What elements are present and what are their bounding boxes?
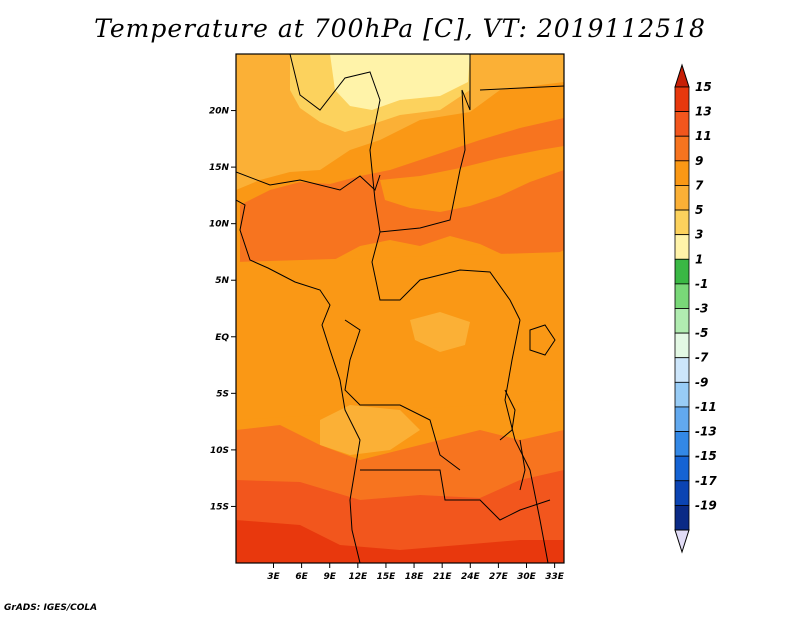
colorbar-swatch — [674, 283, 690, 309]
field-band-15-south — [236, 520, 564, 563]
colorbar-swatch — [674, 504, 690, 531]
lon-tick-label: 3E — [267, 572, 280, 582]
colorbar-bottom-arrow — [674, 529, 690, 554]
colorbar-label: -11 — [695, 400, 717, 414]
lat-tick-label: 15N — [209, 163, 230, 173]
coastlines-borders — [236, 54, 564, 563]
lon-tick-label: 27E — [489, 572, 509, 582]
colorbar-swatch — [674, 234, 690, 260]
colorbar: 15 13 11 9 7 5 3 1 -1 -3 -5 -7 -9 -11 -13 -15 -17 -19 — [674, 63, 717, 554]
colorbar-label: 15 — [695, 80, 712, 94]
colorbar-label: -7 — [695, 351, 709, 365]
lon-tick-label: 15E — [377, 572, 397, 582]
colorbar-label: -1 — [695, 277, 708, 291]
colorbar-swatch — [674, 135, 690, 162]
lake-malawi — [519, 439, 526, 491]
colorbar-label: 1 — [695, 252, 703, 266]
south-borders — [360, 469, 551, 521]
lon-tick-label: 18E — [405, 572, 425, 582]
colorbar-label: -5 — [695, 326, 708, 340]
central-borders — [371, 231, 521, 321]
lon-tick-label: 9E — [324, 572, 337, 582]
colorbar-swatch — [674, 308, 690, 334]
colorbar-swatch — [674, 357, 690, 383]
field-band-9-11-equator — [236, 252, 564, 420]
map-title: Temperature at 700hPa [C], VT: 201911251… — [94, 14, 706, 43]
map-frame — [235, 53, 565, 564]
lat-tick-label: 10N — [209, 220, 230, 230]
lake-victoria — [529, 324, 556, 356]
colorbar-swatch — [674, 185, 690, 211]
congo-borders — [344, 319, 461, 471]
colorbar-label: -13 — [695, 425, 717, 439]
temperature-field — [236, 54, 564, 563]
egypt-sudan-border — [479, 85, 564, 91]
lon-tick-label: 21E — [433, 572, 453, 582]
lat-tick-label: 20N — [209, 107, 230, 117]
colorbar-label: 7 — [695, 178, 704, 192]
colorbar-label: 11 — [695, 129, 712, 143]
colorbar-swatch — [674, 406, 690, 432]
colorbar-swatch — [674, 480, 690, 506]
colorbar-swatch — [674, 455, 690, 482]
grads-credit: GrADS: IGES/COLA — [4, 603, 98, 613]
colorbar-label: 13 — [695, 105, 712, 119]
colorbar-swatch — [674, 431, 690, 457]
colorbar-label: -17 — [695, 474, 717, 488]
field-band-9-11-inner — [380, 146, 564, 212]
colorbar-swatch — [674, 160, 690, 186]
colorbar-label: 5 — [695, 203, 703, 217]
colorbar-swatch — [674, 332, 690, 359]
latitude-axis: 20N 15N 10N 5N EQ 5S 10S 15S — [209, 107, 236, 512]
lat-tick-label: 15S — [210, 502, 229, 512]
field-band-3-5-north — [330, 54, 470, 110]
north-borders — [289, 54, 471, 233]
sahel-borders — [236, 171, 381, 191]
colorbar-swatch — [674, 381, 690, 408]
lon-tick-label: 33E — [545, 572, 565, 582]
lat-tick-label: 5N — [215, 276, 229, 286]
colorbar-label: -9 — [695, 375, 708, 389]
lon-tick-label: 6E — [295, 572, 308, 582]
lake-tanganyika — [499, 389, 516, 441]
colorbar-top-arrow — [674, 63, 690, 88]
lat-tick-label: EQ — [215, 333, 229, 343]
colorbar-swatch — [674, 209, 690, 236]
colorbar-label: -19 — [695, 498, 717, 512]
colorbar-label: -15 — [695, 449, 717, 463]
colorbar-swatch — [674, 111, 690, 137]
colorbar-label: 9 — [695, 154, 703, 168]
east-borders — [504, 319, 549, 563]
lon-tick-label: 24E — [461, 572, 481, 582]
field-patch-7-9-angola — [320, 405, 420, 455]
colorbar-swatch — [674, 86, 690, 113]
lat-tick-label: 5S — [216, 389, 229, 399]
longitude-axis: 3E 6E 9E 12E 15E 18E 21E 24E 27E 30E 33E — [267, 563, 565, 582]
lon-tick-label: 30E — [517, 572, 537, 582]
lon-tick-label: 12E — [348, 572, 368, 582]
colorbar-swatch — [674, 258, 690, 285]
lat-tick-label: 10S — [210, 446, 229, 456]
colorbar-label: -3 — [695, 302, 708, 316]
field-patch-7-9-congo — [410, 312, 470, 352]
colorbar-label: 3 — [695, 228, 703, 242]
west-coastline — [236, 199, 361, 563]
